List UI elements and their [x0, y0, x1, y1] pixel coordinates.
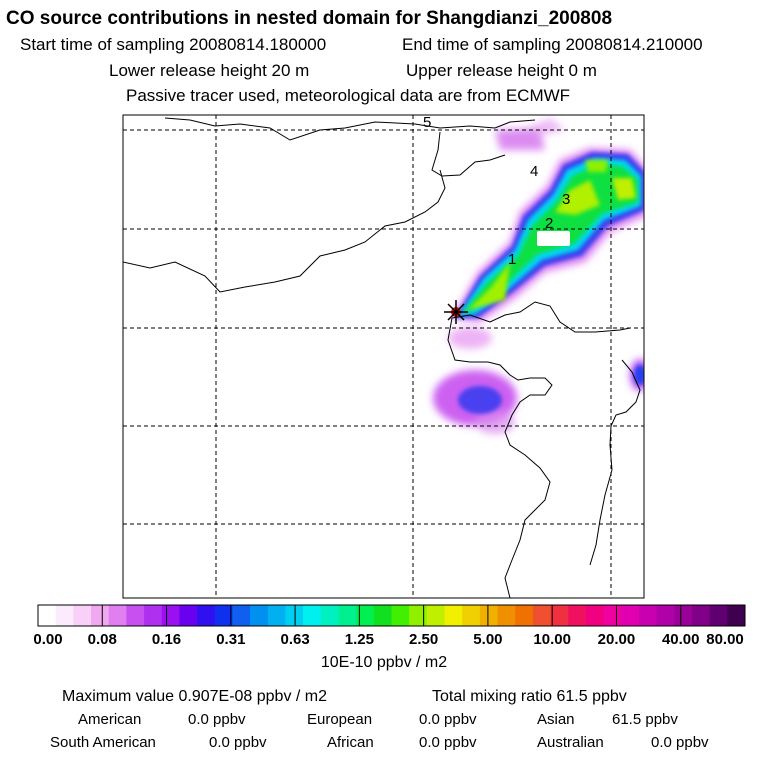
colorbar — [37, 604, 746, 627]
colorbar-segment — [179, 605, 198, 626]
colorbar-segment — [338, 605, 357, 626]
trajectory-labels: 1 2 3 4 5 — [423, 114, 570, 268]
receptor-marker — [444, 300, 468, 324]
colorbar-segment — [303, 605, 322, 626]
colorbar-tick-label: 40.00 — [661, 631, 700, 648]
total-mixing-ratio: Total mixing ratio 61.5 ppbv — [432, 688, 627, 705]
end-time: End time of sampling 20080814.210000 — [402, 35, 703, 54]
region-value: 0.0 ppbv — [651, 734, 709, 751]
map-grid — [123, 115, 644, 598]
colorbar-tick-label: 1.25 — [344, 631, 374, 648]
colorbar-segment — [232, 605, 251, 626]
region-value: 0.0 ppbv — [419, 734, 477, 751]
max-value: Maximum value 0.907E-08 ppbv / m2 — [62, 688, 328, 705]
plume-core — [468, 160, 636, 310]
region-value: 61.5 ppbv — [612, 711, 678, 728]
region-name: African — [327, 734, 374, 751]
coastlines — [123, 117, 641, 598]
upper-release-height: Upper release height 0 m — [406, 61, 597, 80]
trajectory-label: 3 — [562, 191, 570, 208]
colorbar-segment — [356, 605, 375, 626]
colorbar-segment — [144, 605, 163, 626]
colorbar-segment — [691, 605, 711, 626]
colorbar-segment — [674, 605, 693, 626]
trajectory-label: 2 — [545, 215, 553, 232]
colorbar-tick-label: 0.31 — [216, 631, 246, 648]
region-name: Australian — [537, 734, 604, 751]
colorbar-tick-label: 80.00 — [706, 631, 744, 648]
colorbar-tick-label: 0.16 — [151, 631, 182, 648]
colorbar-tick-label: 10.00 — [533, 631, 571, 648]
chart-title: CO source contributions in nested domain… — [6, 8, 613, 29]
region-value: 0.0 ppbv — [209, 734, 267, 751]
colorbar-segment — [373, 605, 392, 626]
colorbar-tick-label: 2.50 — [409, 631, 439, 648]
colorbar-segment — [444, 605, 463, 626]
colorbar-segment — [55, 605, 74, 626]
colorbar-segment — [638, 605, 658, 626]
colorbar-segment — [214, 605, 233, 626]
colorbar-segment — [161, 605, 180, 626]
trajectory-label: 5 — [423, 114, 431, 131]
colorbar-segment — [426, 605, 445, 626]
colorbar-segment — [73, 605, 92, 626]
colorbar-segment — [656, 605, 675, 626]
region-name: American — [78, 711, 142, 728]
lower-release-height: Lower release height 20 m — [109, 61, 310, 80]
colorbar-segment — [550, 605, 569, 626]
colorbar-segment — [479, 605, 498, 626]
colorbar-segment — [126, 605, 145, 626]
concentration-field — [433, 118, 644, 434]
colorbar-tick-label: 0.08 — [87, 631, 117, 648]
colorbar-segment — [38, 605, 57, 626]
colorbar-segment — [91, 605, 110, 626]
colorbar-tick-label: 0.63 — [280, 631, 310, 648]
region-name: European — [307, 711, 373, 728]
tracer-note: Passive tracer used, meteorological data… — [126, 86, 571, 105]
colorbar-segment — [197, 605, 216, 626]
map-frame — [122, 114, 645, 599]
colorbar-segment — [320, 605, 339, 626]
trajectory-label: 4 — [530, 163, 538, 180]
colorbar-segment — [250, 605, 269, 626]
colorbar-segment — [727, 605, 746, 626]
colorbar-segment — [532, 605, 551, 626]
colorbar-segment — [409, 605, 428, 626]
colorbar-segment — [267, 605, 286, 626]
region-name: Asian — [537, 711, 575, 728]
colorbar-segment — [709, 605, 728, 626]
colorbar-tick-label: 20.00 — [597, 631, 636, 648]
colorbar-segment — [108, 605, 127, 626]
colorbar-segment — [497, 605, 516, 626]
region-value: 0.0 ppbv — [188, 711, 246, 728]
colorbar-segment — [462, 605, 481, 626]
colorbar-segment — [391, 605, 410, 626]
colorbar-segment — [603, 605, 622, 626]
colorbar-segment — [515, 605, 534, 626]
region-name: South American — [50, 734, 156, 751]
colorbar-unit: 10E-10 ppbv / m2 — [320, 654, 448, 671]
colorbar-segment — [585, 605, 604, 626]
plume-gap — [537, 231, 570, 246]
region-value: 0.0 ppbv — [419, 711, 477, 728]
start-time: Start time of sampling 20080814.180000 — [20, 35, 327, 54]
colorbar-segment — [621, 605, 640, 626]
colorbar-segment — [285, 605, 304, 626]
colorbar-tick-label: 5.00 — [473, 631, 503, 648]
colorbar-segment — [568, 605, 587, 626]
colorbar-tick-label: 0.00 — [33, 631, 63, 648]
trajectory-label: 1 — [508, 251, 516, 268]
